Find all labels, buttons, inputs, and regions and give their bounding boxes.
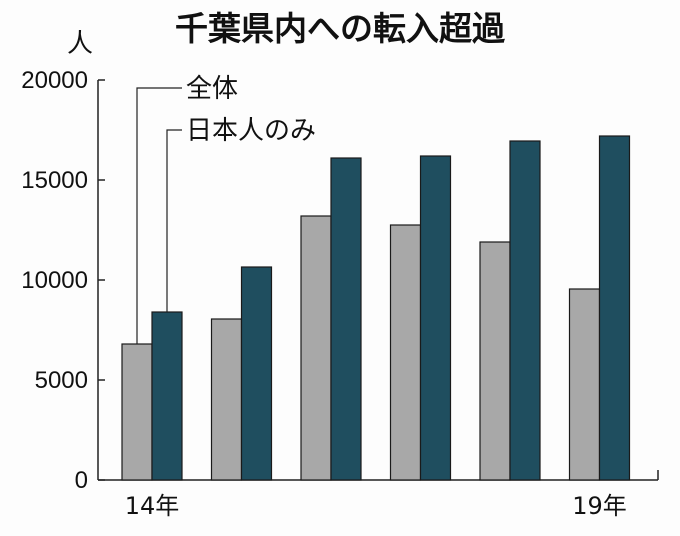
bar-total: [479, 241, 511, 481]
y-tick-label: 5000: [35, 367, 88, 394]
bar-japanese-only: [509, 140, 541, 481]
bar-total: [121, 343, 153, 481]
bar-total: [300, 215, 332, 481]
bars: [121, 135, 631, 481]
legend-label: 全体: [186, 74, 238, 104]
bar-total: [568, 288, 601, 481]
bar-total: [210, 318, 243, 481]
x-tick-label: 14年: [125, 492, 180, 520]
y-axis-unit: 人: [67, 29, 93, 59]
y-tick-label: 0: [75, 467, 88, 494]
bar-total: [389, 224, 422, 481]
chart-title: 千葉県内への転入超過: [175, 9, 506, 48]
y-tick-label: 10000: [21, 267, 88, 294]
bar-japanese-only: [240, 266, 273, 481]
y-tick-label: 20000: [21, 67, 88, 94]
x-tick-labels: 14年 19年: [125, 492, 627, 520]
y-tick-label: 15000: [21, 167, 88, 194]
bar-japanese-only: [151, 311, 183, 481]
x-tick-label: 19年: [572, 492, 627, 520]
y-tick-labels: 0 5000 10000 15000 20000: [21, 67, 105, 494]
legend-leader-line: [136, 87, 182, 344]
legend-label: 日本人のみ: [186, 116, 316, 146]
bar-japanese-only: [330, 157, 362, 481]
legend-leader-line: [166, 129, 182, 312]
bar-japanese-only: [419, 155, 452, 481]
bar-japanese-only: [598, 135, 631, 481]
